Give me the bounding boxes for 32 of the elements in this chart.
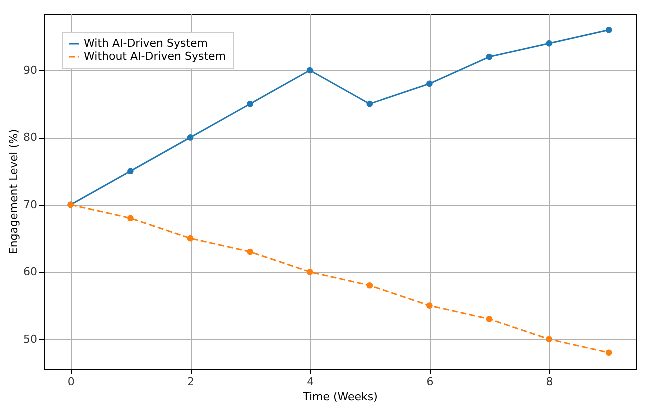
x-tick-label: 4 [307, 376, 314, 388]
point [187, 134, 194, 141]
point [426, 302, 433, 309]
point [306, 269, 314, 276]
point [546, 40, 552, 47]
point [128, 215, 134, 222]
legend-label: With AI-Driven System [84, 37, 208, 50]
point [247, 100, 254, 108]
point [306, 67, 314, 74]
point [247, 248, 254, 256]
y-tick-label: 60 [24, 266, 38, 279]
point [366, 100, 374, 108]
point [187, 235, 194, 242]
point [366, 282, 374, 289]
point [128, 168, 134, 174]
x-tick-label: 6 [426, 376, 434, 388]
y-tick-label: 90 [24, 64, 38, 77]
y-axis-title: Engagement Level (%) [8, 129, 21, 255]
y-tick-label: 50 [24, 332, 38, 346]
y-tick-label: 70 [24, 198, 38, 212]
point [606, 350, 612, 356]
point [426, 80, 433, 88]
x-axis-title: Time (Weeks) [302, 390, 378, 404]
point [486, 316, 493, 322]
x-tick-label: 0 [68, 376, 75, 388]
y-tick-label: 80 [24, 131, 38, 144]
point [546, 336, 552, 343]
x-tick-label: 2 [188, 376, 195, 388]
x-tick-label: 8 [546, 376, 554, 388]
legend-label: Without AI-Driven System [84, 50, 226, 63]
point [486, 54, 493, 60]
point [606, 26, 612, 34]
